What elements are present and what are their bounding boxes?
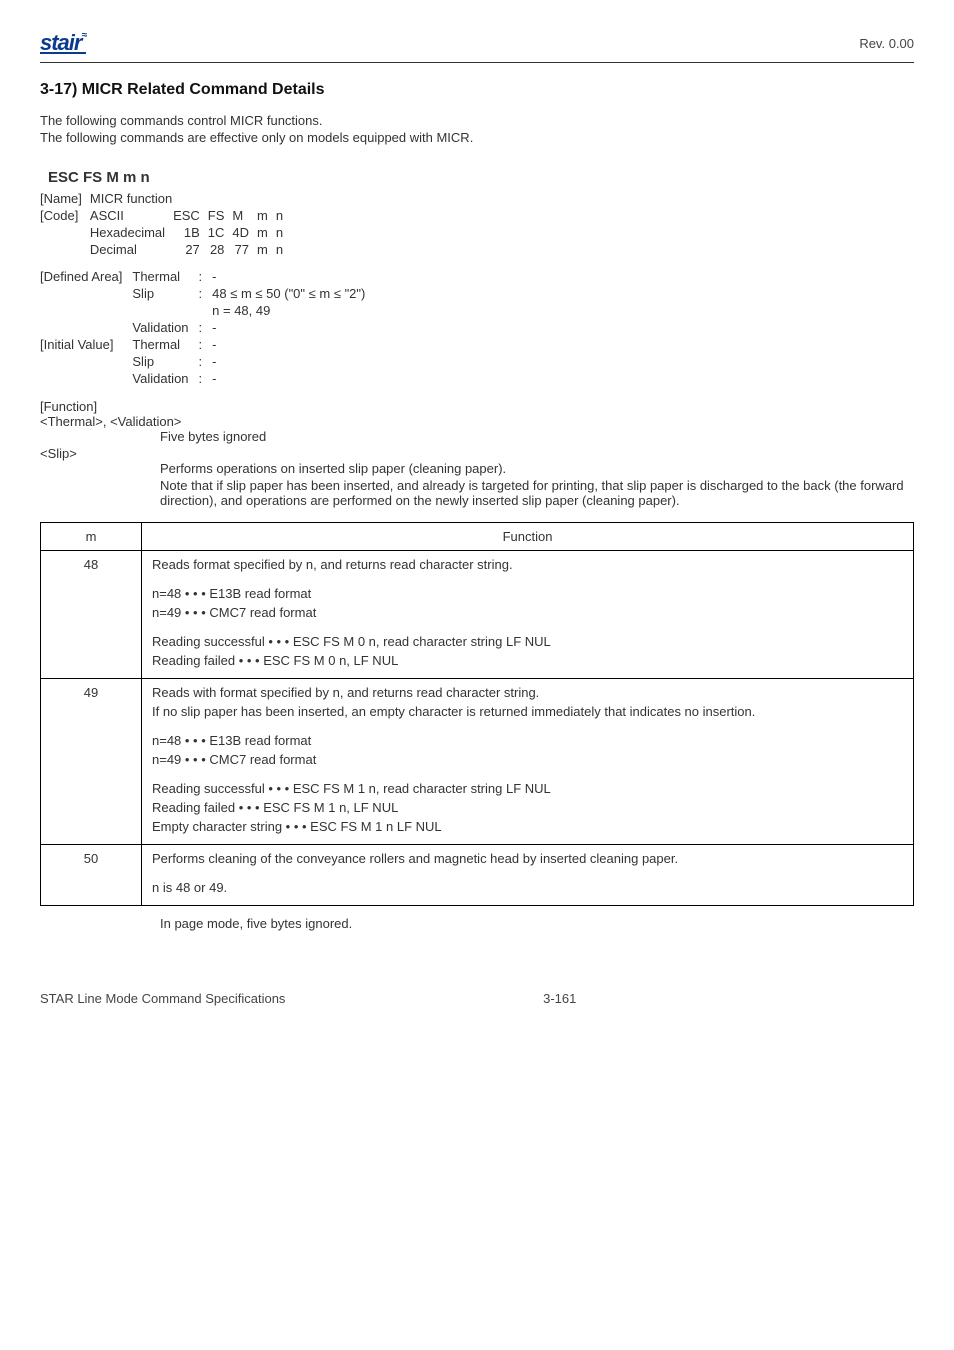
logo-text: stair [40,30,81,55]
th-m: m [41,523,142,551]
m-cell: 49 [41,679,142,845]
definition-table: [Defined Area] Thermal : - Slip : 48 ≤ m… [40,268,375,387]
table-row: 49 Reads with format specified by n, and … [41,679,914,845]
function-cell: Reads format specified by n, and returns… [142,551,914,679]
da-slip-label: Slip [132,285,198,302]
ascii-c4: m [257,207,276,224]
dec-c3: 77 [232,241,257,258]
function-table: m Function 48 Reads format specified by n… [40,522,914,906]
code-table: [Name] MICR function [Code] ASCII ESC FS… [40,190,291,258]
hex-label: Hexadecimal [90,224,173,241]
logo-sup: ≈ [81,30,86,41]
hex-c3: 4D [232,224,257,241]
m-cell: 48 [41,551,142,679]
slip-text-2: Note that if slip paper has been inserte… [160,478,914,508]
dec-c4: m [257,241,276,258]
code-label: [Code] [40,207,90,224]
function-line: If no slip paper has been inserted, an e… [152,704,903,719]
ascii-c5: n [276,207,291,224]
function-line: Reading successful • • • ESC FS M 1 n, r… [152,781,903,796]
da-thermal-label: Thermal [132,268,198,285]
ascii-c2: FS [208,207,233,224]
function-line: Reading successful • • • ESC FS M 0 n, r… [152,634,903,649]
footer-page-number: 3-161 [543,991,576,1006]
th-function: Function [142,523,914,551]
function-cell: Performs cleaning of the conveyance roll… [142,845,914,906]
hex-c2: 1C [208,224,233,241]
dec-c1: 27 [173,241,208,258]
dec-c5: n [276,241,291,258]
function-line: Empty character string • • • ESC FS M 1 … [152,819,903,834]
name-value: MICR function [90,190,291,207]
ascii-c1: ESC [173,207,208,224]
dec-c2: 28 [208,241,233,258]
da-slip-value-1: 48 ≤ m ≤ 50 ("0" ≤ m ≤ "2") [212,285,375,302]
iv-slip-value: - [212,353,375,370]
logo: stair≈ [40,30,86,56]
function-cell: Reads with format specified by n, and re… [142,679,914,845]
slip-body: Performs operations on inserted slip pap… [160,461,914,508]
slip-text-1: Performs operations on inserted slip pap… [160,461,914,476]
table-row: 48 Reads format specified by n, and retur… [41,551,914,679]
iv-validation-value: - [212,370,375,387]
function-line: Reading failed • • • ESC FS M 0 n, LF NU… [152,653,903,668]
command-title: ESC FS M m n [48,169,914,186]
function-line: Reads format specified by n, and returns… [152,557,903,572]
footer-left: STAR Line Mode Command Specifications [40,991,285,1006]
function-line: Performs cleaning of the conveyance roll… [152,851,903,866]
dec-label: Decimal [90,241,173,258]
hex-c4: m [257,224,276,241]
da-validation-label: Validation [132,319,198,336]
intro-line-1: The following commands control MICR func… [40,113,914,128]
iv-thermal-label: Thermal [132,336,198,353]
da-slip-value-2: n = 48, 49 [212,302,375,319]
function-line: Reading failed • • • ESC FS M 1 n, LF NU… [152,800,903,815]
page-footer: STAR Line Mode Command Specifications 3-… [40,991,914,1006]
defined-area-label: [Defined Area] [40,268,132,285]
section-title: 3-17) MICR Related Command Details [40,81,914,99]
revision-label: Rev. 0.00 [859,36,914,51]
da-thermal-value: - [212,268,375,285]
hex-c1: 1B [173,224,208,241]
page-header: stair≈ Rev. 0.00 [40,30,914,63]
iv-thermal-value: - [212,336,375,353]
function-line: n=48 • • • E13B read format [152,586,903,601]
ascii-label: ASCII [90,207,173,224]
thermal-validation-body: Five bytes ignored [160,429,914,444]
table-row: 50 Performs cleaning of the conveyance ro… [41,845,914,906]
hex-c5: n [276,224,291,241]
name-label: [Name] [40,190,90,207]
intro-line-2: The following commands are effective onl… [40,130,914,145]
function-label: [Function] [40,399,914,414]
function-line: n=49 • • • CMC7 read format [152,605,903,620]
m-cell: 50 [41,845,142,906]
thermal-validation-text: Five bytes ignored [160,429,914,444]
iv-slip-label: Slip [132,353,198,370]
ascii-c3: M [232,207,257,224]
slip-header: <Slip> [40,446,914,461]
thermal-validation-header: <Thermal>, <Validation> [40,414,914,429]
function-line: n=48 • • • E13B read format [152,733,903,748]
initial-value-label: [Initial Value] [40,336,132,353]
da-validation-value: - [212,319,375,336]
after-table-note: In page mode, five bytes ignored. [160,916,914,931]
function-line: Reads with format specified by n, and re… [152,685,903,700]
iv-validation-label: Validation [132,370,198,387]
function-line: n=49 • • • CMC7 read format [152,752,903,767]
function-line: n is 48 or 49. [152,880,903,895]
